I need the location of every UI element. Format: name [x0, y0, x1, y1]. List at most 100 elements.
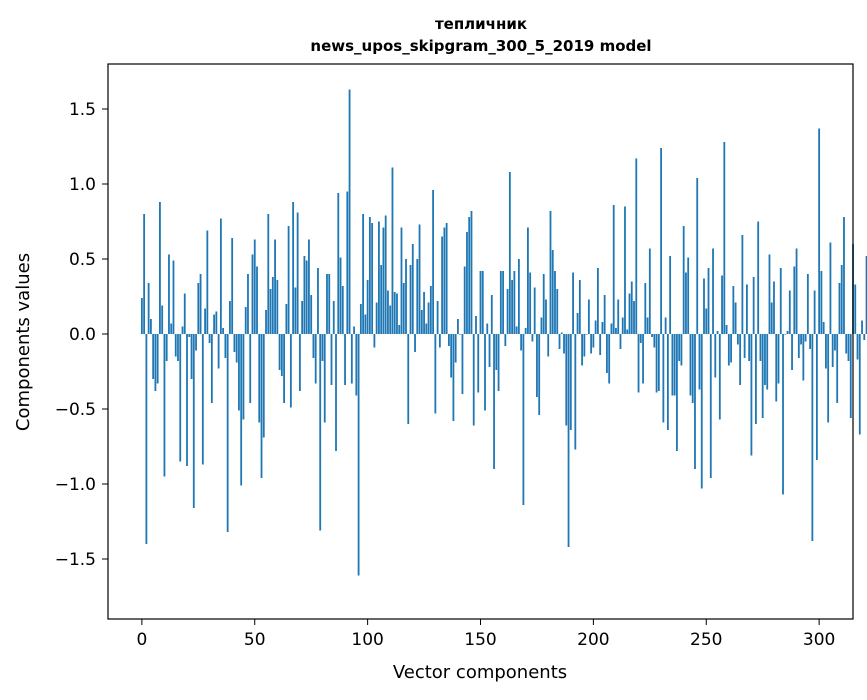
bar-267: [743, 334, 746, 358]
bar-307: [834, 334, 836, 351]
x-tick-label-2: 100: [351, 630, 383, 650]
bar-76: [312, 334, 315, 358]
plot-area-frame: [107, 63, 854, 620]
bar-61: [278, 334, 281, 370]
bar-159: [499, 271, 502, 334]
bar-205: [603, 295, 606, 334]
bar-64: [285, 304, 288, 334]
bar-52: [258, 334, 261, 423]
bar-55: [265, 310, 267, 334]
y-tick-label-3: 0.0: [69, 325, 96, 345]
bar-114: [398, 325, 401, 334]
bar-221: [639, 334, 642, 343]
bar-129: [432, 190, 434, 334]
bar-118: [407, 334, 410, 424]
bar-106: [380, 265, 383, 334]
bar-151: [481, 271, 484, 334]
bar-299: [815, 334, 818, 460]
bar-86: [335, 334, 337, 451]
bar-275: [761, 334, 764, 418]
bar-166: [515, 326, 518, 334]
x-axis-ticks: 0 50 100 150 200 250 300: [136, 619, 835, 650]
bar-94: [353, 326, 355, 334]
bar-107: [382, 227, 385, 334]
bar-199: [590, 334, 593, 354]
bar-253: [712, 248, 714, 334]
bar-183: [554, 271, 556, 334]
bar-218: [633, 301, 635, 334]
bar-263: [734, 302, 737, 334]
bar-101: [368, 217, 371, 334]
bar-177: [540, 317, 543, 334]
bar-258: [723, 142, 726, 334]
y-axis-ticks: −1.5 −1.0 −0.5 0.0 0.5 1.0 1.5: [55, 100, 108, 570]
bar-149: [477, 334, 480, 393]
bar-157: [495, 334, 498, 370]
bar-47: [247, 274, 249, 334]
bar-178: [542, 274, 545, 334]
bar-116: [402, 283, 405, 334]
bar-22: [190, 334, 193, 379]
bar-59: [274, 239, 276, 334]
bar-294: [804, 334, 807, 342]
y-tick-label-4: 0.5: [69, 250, 96, 270]
bar-120: [411, 244, 414, 334]
bar-188: [565, 334, 568, 426]
bar-74: [308, 239, 310, 334]
bar-256: [718, 334, 721, 420]
bar-213: [621, 317, 624, 334]
bar-121: [414, 334, 416, 352]
bar-56: [267, 214, 270, 334]
bar-318: [858, 334, 861, 435]
bar-60: [276, 280, 279, 334]
bar-27: [201, 334, 204, 465]
bar-87: [337, 193, 340, 334]
bar-104: [375, 302, 378, 334]
bar-280: [773, 281, 775, 334]
bar-212: [619, 334, 622, 349]
bar-161: [504, 334, 507, 346]
bar-273: [757, 221, 760, 334]
bar-141: [459, 334, 462, 335]
bar-292: [800, 334, 802, 345]
bar-20: [186, 334, 188, 466]
bar-145: [468, 217, 471, 334]
bar-153: [486, 323, 489, 334]
bar-321: [865, 256, 867, 334]
bar-170: [524, 328, 527, 334]
bar-44: [240, 334, 243, 486]
bar-160: [502, 271, 504, 334]
bar-288: [791, 334, 793, 370]
bar-140: [457, 319, 459, 334]
bar-13: [170, 323, 173, 334]
bar-26: [199, 274, 202, 334]
bar-209: [612, 205, 615, 334]
bar-192: [574, 334, 577, 450]
bar-208: [610, 323, 613, 334]
bar-66: [289, 334, 292, 408]
bar-222: [642, 334, 644, 384]
bar-90: [344, 334, 346, 385]
bar-88: [339, 257, 342, 334]
bar-176: [538, 334, 541, 415]
bar-6: [154, 334, 157, 391]
bar-96: [357, 334, 360, 576]
bar-119: [409, 265, 412, 334]
bar-58: [271, 277, 274, 334]
bar-274: [759, 334, 762, 361]
bar-194: [578, 280, 581, 334]
bar-271: [752, 277, 755, 334]
bar-89: [341, 286, 344, 334]
y-tick-label-2: −0.5: [55, 400, 96, 420]
bar-242: [687, 257, 690, 334]
bar-53: [260, 334, 263, 478]
bar-190: [569, 334, 572, 430]
bar-40: [231, 238, 234, 334]
bar-150: [479, 271, 482, 334]
bar-228: [655, 334, 658, 393]
bar-247: [698, 334, 701, 390]
bar-97: [359, 304, 362, 334]
bar-248: [700, 334, 703, 489]
